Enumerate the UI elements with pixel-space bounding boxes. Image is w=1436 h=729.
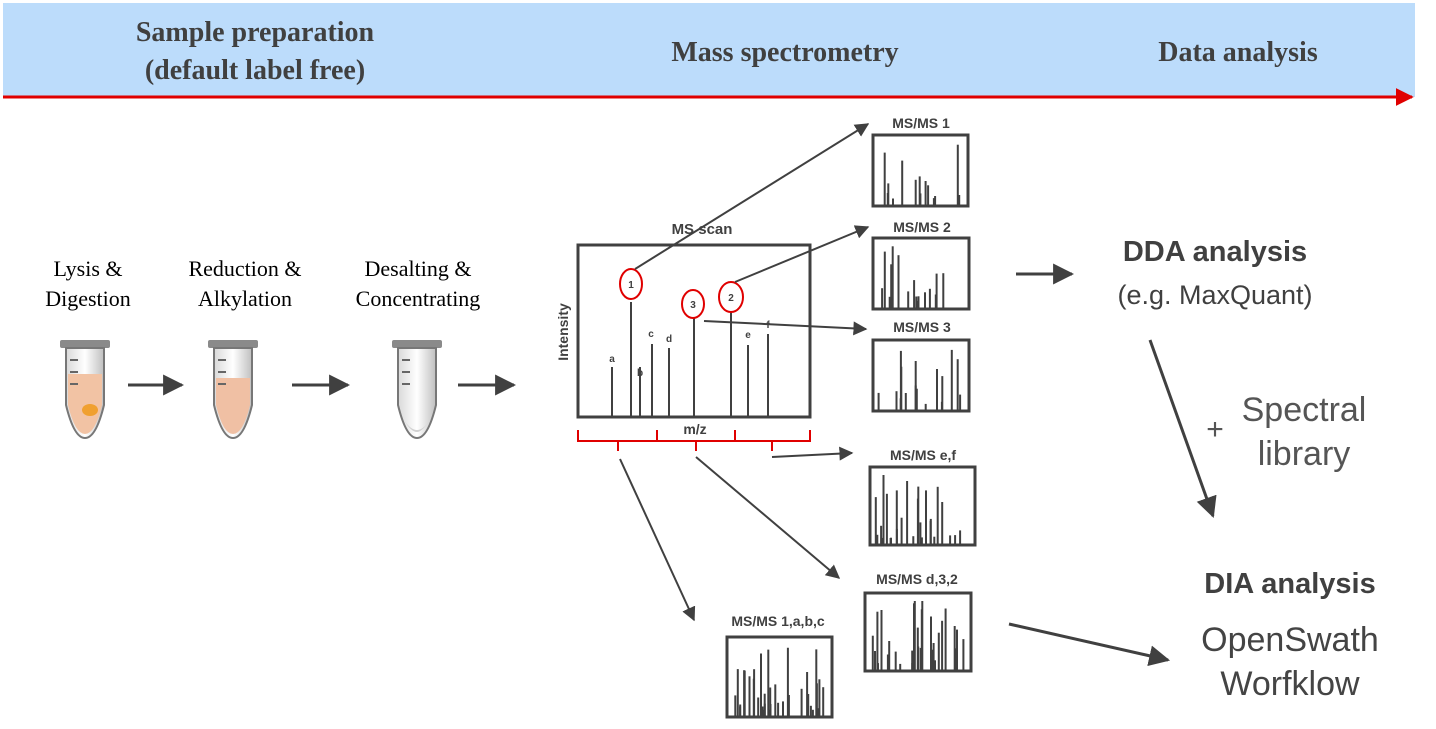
stage-sample-preparation: Sample preparation (default label free)	[80, 14, 430, 90]
precursor-label-1: 1	[628, 280, 634, 291]
arrow-precursor1-to-msms1	[634, 123, 870, 270]
precursor-3-circle	[681, 289, 705, 319]
dia-openswath-workflow: OpenSwath Worfklow	[1160, 618, 1420, 706]
isolation-windows	[577, 430, 811, 451]
arrow-window3-to-msms-ef	[771, 446, 854, 461]
msms-fragment-peaks	[734, 144, 965, 716]
stage-sample-preparation-line2: (default label free)	[144, 55, 366, 86]
tube-desalting-icon	[392, 340, 442, 440]
peak-label-c: c	[648, 329, 654, 340]
step-desalting-line1: Desalting &	[364, 256, 472, 281]
arrow-dia-msms-to-openswath	[1008, 622, 1171, 667]
step-lysis-digestion: Lysis & Digestion	[20, 254, 156, 314]
step-reduction-line2: Alkylation	[197, 286, 293, 311]
ms-scan-x-axis-label: m/z	[683, 421, 706, 437]
precursor-1-circle	[619, 268, 643, 300]
peak-label-e: e	[745, 330, 751, 341]
msms-1abc-title: MS/MS 1,a,b,c	[731, 613, 825, 629]
stage-data-analysis: Data analysis	[1158, 37, 1318, 68]
step-lysis-line1: Lysis &	[53, 256, 123, 281]
tube-lysis-icon	[60, 340, 110, 440]
msms-1-title: MS/MS 1	[892, 115, 950, 131]
step-reduction-line1: Reduction &	[188, 256, 302, 281]
ms-scan-peaks	[611, 302, 769, 416]
precursor-2-circle	[718, 281, 744, 313]
spectral-library-label: Spectral library	[1224, 388, 1384, 476]
stage-sample-preparation-line1: Sample preparation	[135, 17, 375, 48]
peak-label-d: d	[666, 334, 672, 345]
stage-mass-spectrometry: Mass spectrometry	[671, 37, 899, 68]
arrow-window1-to-msms-1abc	[619, 458, 696, 622]
dia-analysis-title: DIA analysis	[1204, 568, 1376, 600]
step-desalting-line2: Concentrating	[355, 286, 481, 311]
dia-openswath-line1: OpenSwath	[1201, 621, 1379, 659]
spectral-library-line2: library	[1257, 435, 1351, 473]
msms-3-title: MS/MS 3	[893, 319, 951, 335]
arrow-dda-to-dia	[1148, 339, 1217, 518]
dda-analysis-title: DDA analysis	[1122, 236, 1308, 268]
peak-label-f: f	[766, 320, 770, 331]
stage-banner	[3, 3, 1415, 97]
msms-2-title: MS/MS 2	[893, 219, 951, 235]
arrow-window2-to-msms-d32	[695, 456, 841, 579]
arrow-precursor2-to-msms2	[734, 225, 870, 283]
peak-label-b: b	[637, 368, 643, 379]
tube-reduction-icon	[208, 340, 258, 440]
dia-openswath-line2: Worfklow	[1220, 665, 1360, 703]
dda-analysis-example: (e.g. MaxQuant)	[1117, 280, 1313, 310]
msms-ef-title: MS/MS e,f	[890, 447, 956, 463]
spectral-library-plus: +	[1206, 413, 1224, 446]
step-reduction-alkylation: Reduction & Alkylation	[165, 254, 325, 314]
step-lysis-line2: Digestion	[45, 286, 131, 311]
precursor-label-3: 3	[690, 300, 696, 311]
ms-scan-y-axis-label: Intensity	[555, 303, 571, 361]
msms-2-spectrum	[871, 236, 971, 311]
step-desalting-concentrating: Desalting & Concentrating	[336, 254, 500, 314]
spectral-library-line1: Spectral	[1241, 391, 1367, 429]
msms-3-spectrum	[871, 338, 971, 413]
ms-scan-title: MS scan	[672, 221, 733, 238]
msms-d32-title: MS/MS d,3,2	[876, 571, 958, 587]
precursor-label-2: 2	[728, 293, 734, 304]
arrow-precursor3-to-msms3	[703, 320, 868, 336]
peak-label-a: a	[609, 354, 615, 365]
